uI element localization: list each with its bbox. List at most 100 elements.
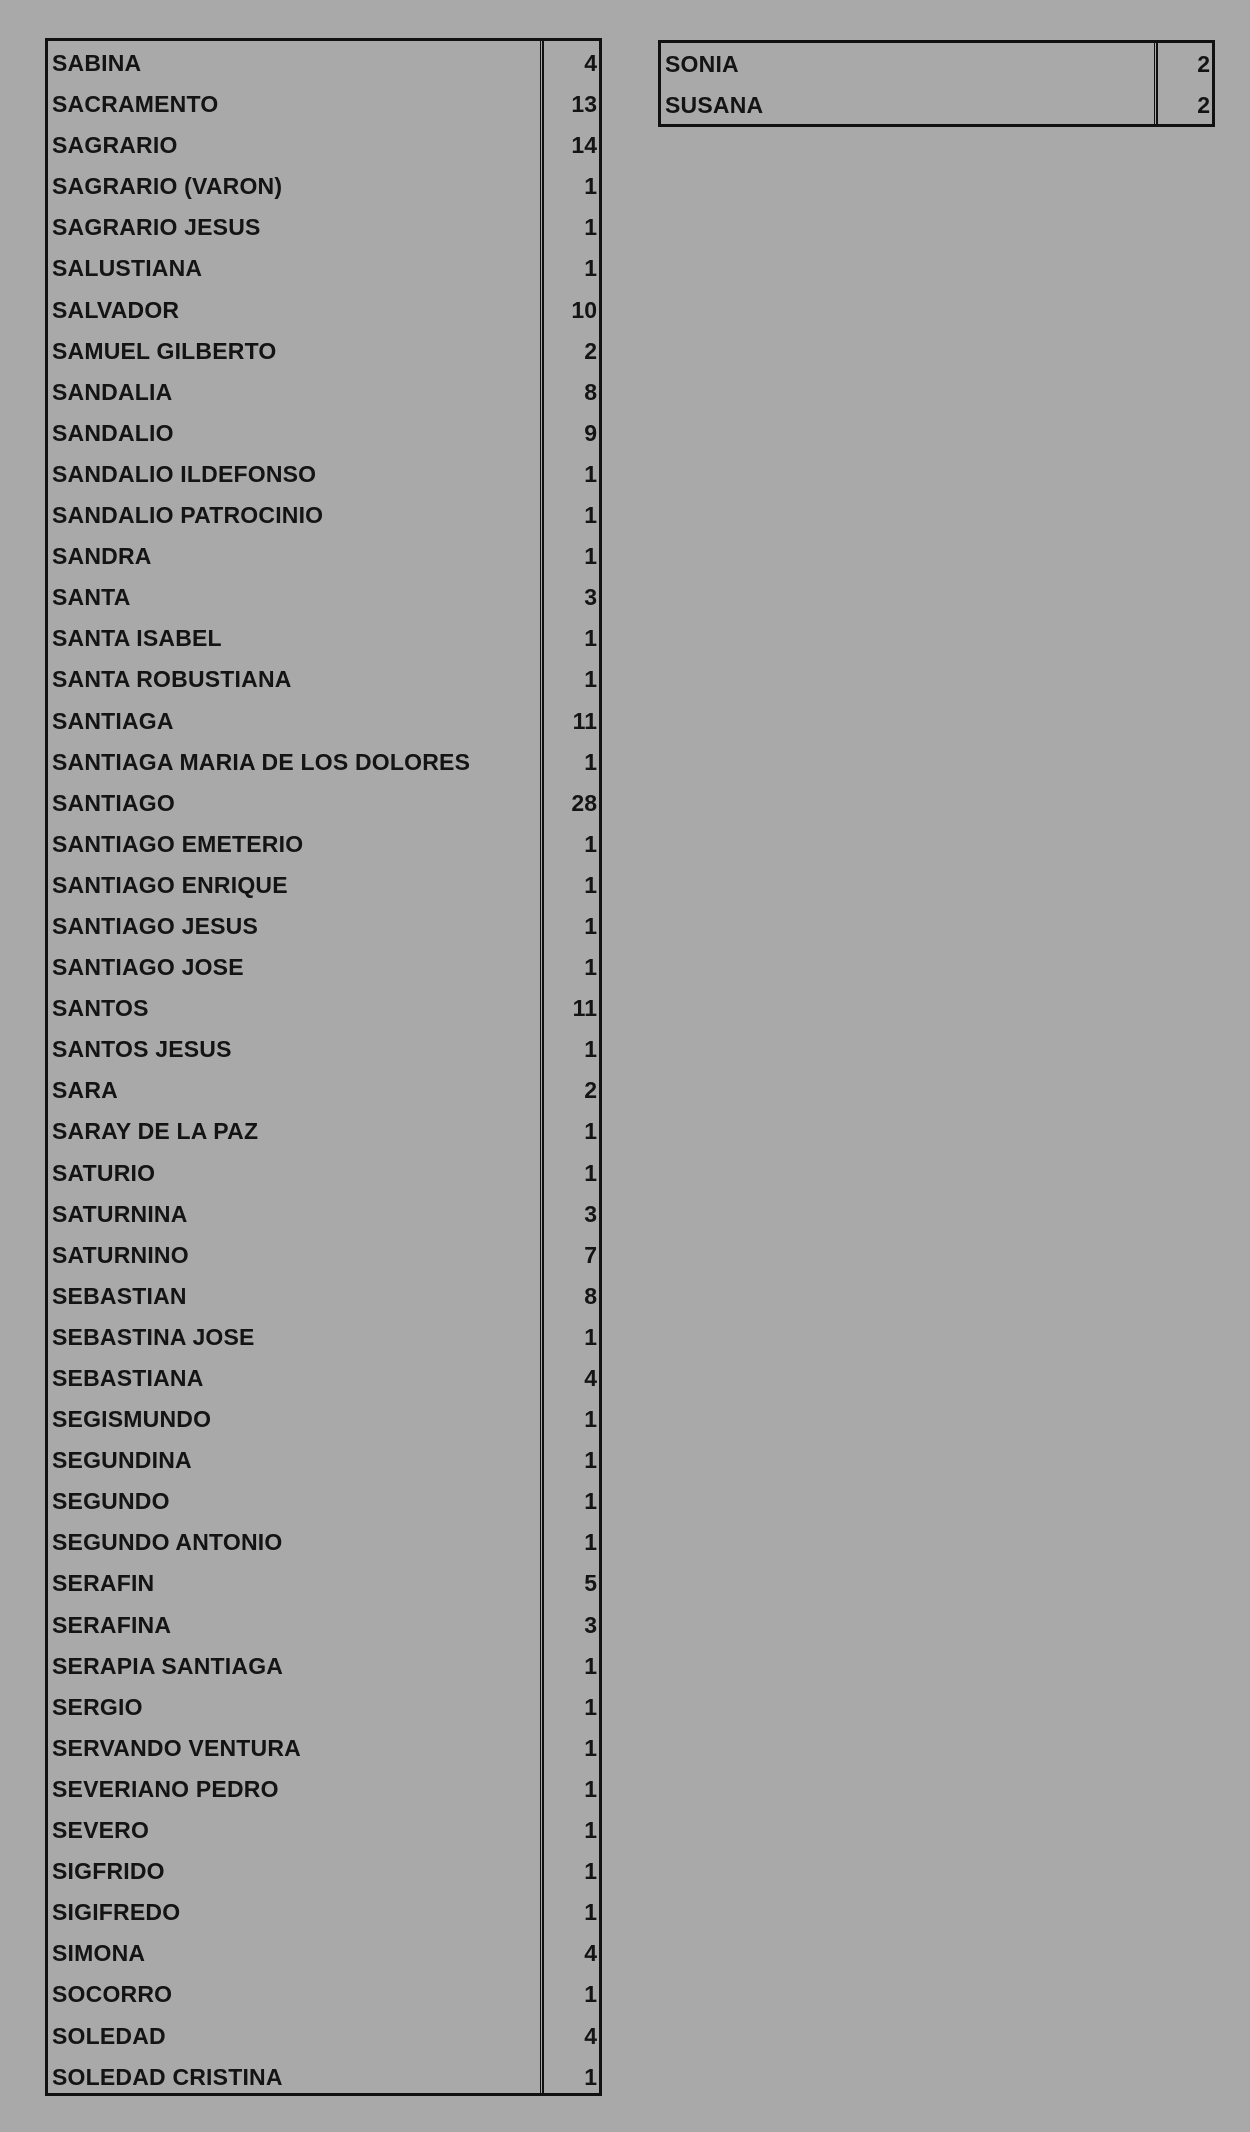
count-cell: 4 xyxy=(584,2022,597,2049)
count-cell: 9 xyxy=(584,419,597,446)
count-cell: 1 xyxy=(584,1406,597,1433)
table-row: SARA 2 xyxy=(48,1070,599,1111)
name-cell: SERAFIN xyxy=(52,1570,155,1597)
table-row: SAGRARIO JESUS 1 xyxy=(48,207,599,248)
table-row: SEVERO 1 xyxy=(48,1810,599,1851)
table-row: SACRAMENTO 13 xyxy=(48,84,599,125)
count-cell: 1 xyxy=(584,1036,597,1063)
name-cell: SEBASTIAN xyxy=(52,1282,187,1309)
table-row: SANTIAGA MARIA DE LOS DOLORES 1 xyxy=(48,742,599,783)
name-cell: SAGRARIO xyxy=(52,132,178,159)
name-cell: SANTIAGO JOSE xyxy=(52,954,244,981)
name-cell: SANDRA xyxy=(52,543,152,570)
count-cell: 28 xyxy=(571,789,597,816)
name-cell: SATURIO xyxy=(52,1159,156,1186)
table-row: SOLEDAD 4 xyxy=(48,2016,599,2057)
count-cell: 1 xyxy=(584,1323,597,1350)
name-cell: SANDALIO PATROCINIO xyxy=(52,502,324,529)
name-cell: SERVANDO VENTURA xyxy=(52,1734,301,1761)
count-cell: 1 xyxy=(584,748,597,775)
table-row: SEBASTINA JOSE 1 xyxy=(48,1317,599,1358)
count-cell: 2 xyxy=(1197,92,1210,119)
table-row: SALUSTIANA 1 xyxy=(48,248,599,289)
names-table: SONIA 2 SUSANA 2 xyxy=(658,40,1215,127)
count-cell: 1 xyxy=(584,871,597,898)
count-cell: 1 xyxy=(584,1858,597,1885)
name-cell: SAMUEL GILBERTO xyxy=(52,337,277,364)
table-row: SIMONA 4 xyxy=(48,1933,599,1974)
names-table: SABINA 4 SACRAMENTO 13 SAGRARIO 14 SAGRARIO (V… xyxy=(45,38,602,2096)
name-cell: SANDALIA xyxy=(52,378,173,405)
name-cell: SATURNINA xyxy=(52,1200,188,1227)
name-cell: SARA xyxy=(52,1077,118,1104)
column-divider xyxy=(540,41,544,2093)
count-cell: 1 xyxy=(584,502,597,529)
count-cell: 1 xyxy=(584,460,597,487)
table-row: SIGIFREDO 1 xyxy=(48,1892,599,1933)
count-cell: 1 xyxy=(584,625,597,652)
count-cell: 1 xyxy=(584,1693,597,1720)
name-cell: SANTIAGO JESUS xyxy=(52,912,259,939)
name-cell: SERGIO xyxy=(52,1693,143,1720)
count-cell: 1 xyxy=(584,666,597,693)
name-cell: SANTA ROBUSTIANA xyxy=(52,666,292,693)
name-cell: SALUSTIANA xyxy=(52,255,203,282)
name-cell: SACRAMENTO xyxy=(52,91,219,118)
name-cell: SIGIFREDO xyxy=(52,1899,181,1926)
count-cell: 1 xyxy=(584,1529,597,1556)
name-cell: SONIA xyxy=(665,51,739,77)
name-cell: SOLEDAD xyxy=(52,2022,166,2049)
count-cell: 13 xyxy=(571,91,597,118)
table-row: SANTIAGA 11 xyxy=(48,701,599,742)
table-row: SANDALIO PATROCINIO 1 xyxy=(48,495,599,536)
table-row: SIGFRIDO 1 xyxy=(48,1851,599,1892)
count-cell: 5 xyxy=(584,1570,597,1597)
table-row: SONIA 2 xyxy=(661,44,1212,85)
name-cell: SOLEDAD CRISTINA xyxy=(52,2063,283,2090)
name-cell: SARAY DE LA PAZ xyxy=(52,1118,259,1145)
count-cell: 3 xyxy=(584,1611,597,1638)
count-cell: 1 xyxy=(584,1899,597,1926)
count-cell: 10 xyxy=(571,296,597,323)
count-cell: 8 xyxy=(584,1282,597,1309)
count-cell: 1 xyxy=(584,1118,597,1145)
count-cell: 11 xyxy=(572,707,597,734)
table-row: SANTA ISABEL 1 xyxy=(48,618,599,659)
count-cell: 1 xyxy=(584,1775,597,1802)
count-cell: 7 xyxy=(584,1241,597,1268)
name-cell: SEGUNDINA xyxy=(52,1447,192,1474)
table-row: SANDRA 1 xyxy=(48,536,599,577)
table-row: SATURNINA 3 xyxy=(48,1194,599,1235)
table-row: SALVADOR 10 xyxy=(48,290,599,331)
name-cell: SANTIAGO ENRIQUE xyxy=(52,871,288,898)
table-row: SANTIAGO 28 xyxy=(48,783,599,824)
count-cell: 4 xyxy=(584,50,597,76)
table-row: SEGUNDO ANTONIO 1 xyxy=(48,1522,599,1563)
table-row: SATURNINO 7 xyxy=(48,1235,599,1276)
count-cell: 1 xyxy=(584,173,597,200)
name-cell: SANTIAGA MARIA DE LOS DOLORES xyxy=(52,748,471,775)
count-cell: 14 xyxy=(571,132,597,159)
name-cell: SEBASTINA JOSE xyxy=(52,1323,255,1350)
count-cell: 1 xyxy=(584,830,597,857)
table-row: SAMUEL GILBERTO 2 xyxy=(48,331,599,372)
count-cell: 4 xyxy=(584,1365,597,1391)
name-cell: SERAFINA xyxy=(52,1611,172,1638)
count-cell: 1 xyxy=(584,2063,597,2090)
table-row: SANTIAGO JOSE 1 xyxy=(48,947,599,988)
name-cell: SEVERIANO PEDRO xyxy=(52,1775,279,1802)
name-cell: SEGUNDO ANTONIO xyxy=(52,1529,283,1556)
name-cell: SALVADOR xyxy=(52,296,180,323)
count-cell: 1 xyxy=(584,1159,597,1186)
name-cell: SANTA ISABEL xyxy=(52,625,222,652)
name-cell: SANDALIO xyxy=(52,419,174,446)
table-row: SERAFIN 5 xyxy=(48,1563,599,1604)
name-cell: SAGRARIO (VARON) xyxy=(52,173,283,200)
name-cell: SOCORRO xyxy=(52,1981,173,2008)
name-cell: SEGUNDO xyxy=(52,1488,170,1515)
table-row: SANTIAGO JESUS 1 xyxy=(48,906,599,947)
name-cell: SIMONA xyxy=(52,1940,146,1967)
count-cell: 1 xyxy=(584,1734,597,1761)
